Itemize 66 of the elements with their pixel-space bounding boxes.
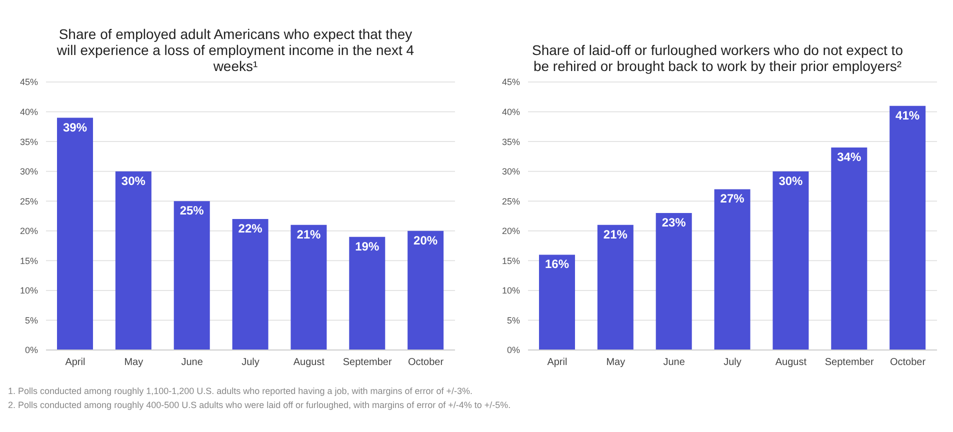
data-label: 30% <box>121 174 146 188</box>
y-tick-label: 35% <box>502 136 520 147</box>
y-tick-label: 20% <box>20 226 38 236</box>
y-tick-label: 45% <box>20 77 38 88</box>
text: 1. Polls conducted among roughly 1,100-1,200 U.S. adults who reported having a job, with margins of error of +/-3%. <box>8 385 474 398</box>
y-tick-label: 40% <box>502 106 520 117</box>
bar <box>772 171 809 350</box>
y-tick-label: 25% <box>502 196 520 206</box>
x-tick-label: June <box>663 357 686 368</box>
y-tick-label: 30% <box>20 166 38 177</box>
y-tick-label: 0% <box>506 345 520 356</box>
data-label: 30% <box>778 174 804 188</box>
y-tick-label: 40% <box>20 106 38 117</box>
bar <box>408 230 444 350</box>
x-tick-label: June <box>181 357 204 368</box>
x-tick-label: May <box>606 357 626 368</box>
data-label: 27% <box>720 192 745 206</box>
x-tick-label: August <box>293 357 325 368</box>
y-tick-label: 30% <box>502 166 520 177</box>
x-tick-label: July <box>242 357 260 368</box>
data-label: 34% <box>837 150 862 164</box>
y-tick-label: 5% <box>24 315 38 326</box>
data-label: 20% <box>414 233 438 248</box>
x-tick-label: September <box>824 357 874 368</box>
data-label: 22% <box>238 222 263 236</box>
bar <box>232 218 268 350</box>
y-tick-label: 45% <box>502 77 520 88</box>
bar <box>597 224 634 350</box>
x-tick-label: September <box>342 357 392 368</box>
data-label: 16% <box>544 257 570 272</box>
data-label: 25% <box>180 204 204 218</box>
bar <box>831 148 868 350</box>
x-tick-label: April <box>547 357 568 368</box>
y-tick-label: 15% <box>20 256 38 266</box>
y-tick-label: 15% <box>502 256 520 266</box>
bar <box>115 171 152 350</box>
y-tick-label: 20% <box>502 226 520 236</box>
y-tick-label: 35% <box>20 136 38 147</box>
chart-title: Share of laid-off or furloughed workers who do not expect to be rehired or brought back to work by their prior employers² <box>531 41 904 74</box>
bar <box>656 213 692 350</box>
bar <box>290 224 327 350</box>
y-tick-label: 10% <box>502 286 520 296</box>
bar <box>714 189 750 350</box>
bar <box>174 201 210 350</box>
x-tick-label: July <box>724 357 742 368</box>
y-tick-label: 25% <box>20 196 38 206</box>
bar <box>890 106 926 350</box>
data-label: 21% <box>603 227 628 242</box>
data-label: 39% <box>62 120 88 134</box>
data-label: 23% <box>662 216 686 230</box>
x-tick-label: May <box>124 357 144 368</box>
bar <box>57 118 93 350</box>
bar <box>539 254 575 350</box>
y-tick-label: 0% <box>24 345 38 356</box>
text: 2. Polls conducted among roughly 400-500 U.S adults who were laid off or furloughed, with margins of error of +/-4% to +/-5%. <box>8 399 512 412</box>
data-label: 41% <box>896 108 920 122</box>
chart-title: Share of employed adult Americans who expect that they will experience a loss of employment income in the next 4 weeks¹ <box>56 25 416 74</box>
bar <box>349 236 386 350</box>
x-tick-label: October <box>890 357 926 368</box>
x-tick-label: April <box>65 357 86 368</box>
data-label: 19% <box>355 239 380 254</box>
y-tick-label: 10% <box>20 286 38 296</box>
x-tick-label: October <box>408 357 444 368</box>
data-label: 21% <box>296 227 322 242</box>
x-tick-label: August <box>775 357 807 368</box>
y-tick-label: 5% <box>506 315 520 326</box>
